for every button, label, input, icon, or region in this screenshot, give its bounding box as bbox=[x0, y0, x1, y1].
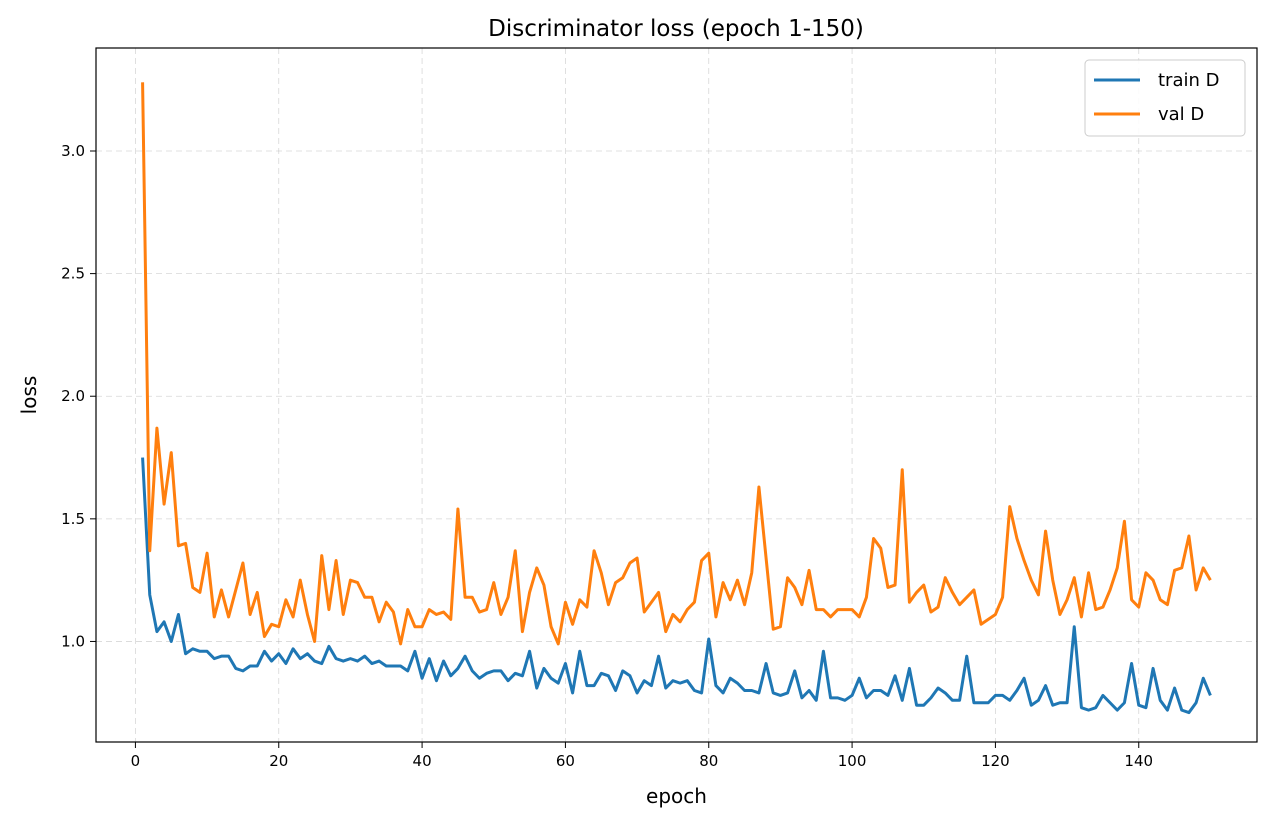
grid bbox=[96, 48, 1257, 742]
x-tick-label: 40 bbox=[413, 752, 432, 770]
y-tick-label: 1.0 bbox=[61, 632, 85, 650]
ticks: 0 20 40 60 80 100 120 140 1.0 1.5 2.0 2.5 3.0 bbox=[61, 142, 1153, 770]
chart-title: Discriminator loss (epoch 1-150) bbox=[488, 16, 864, 42]
y-tick-label: 3.0 bbox=[61, 142, 85, 160]
legend-label-val: val D bbox=[1158, 104, 1204, 125]
plot-frame bbox=[95, 47, 1258, 743]
series-line-val bbox=[141, 82, 1212, 646]
y-tick-label: 2.5 bbox=[61, 265, 85, 283]
series-line-train bbox=[141, 457, 1212, 715]
y-tick-label: 1.5 bbox=[61, 510, 85, 528]
legend-label-train: train D bbox=[1158, 70, 1219, 91]
x-tick-label: 20 bbox=[269, 752, 288, 770]
x-tick-label: 80 bbox=[699, 752, 718, 770]
x-tick-label: 120 bbox=[981, 752, 1010, 770]
x-tick-label: 60 bbox=[556, 752, 575, 770]
legend: train D val D bbox=[1084, 59, 1246, 137]
plot-lines bbox=[141, 82, 1212, 715]
x-tick-label: 140 bbox=[1124, 752, 1153, 770]
x-tick-label: 100 bbox=[838, 752, 867, 770]
x-axis-label: epoch bbox=[646, 784, 707, 808]
x-tick-label: 0 bbox=[131, 752, 141, 770]
y-tick-label: 2.0 bbox=[61, 387, 85, 405]
y-axis-label: loss bbox=[17, 376, 41, 415]
